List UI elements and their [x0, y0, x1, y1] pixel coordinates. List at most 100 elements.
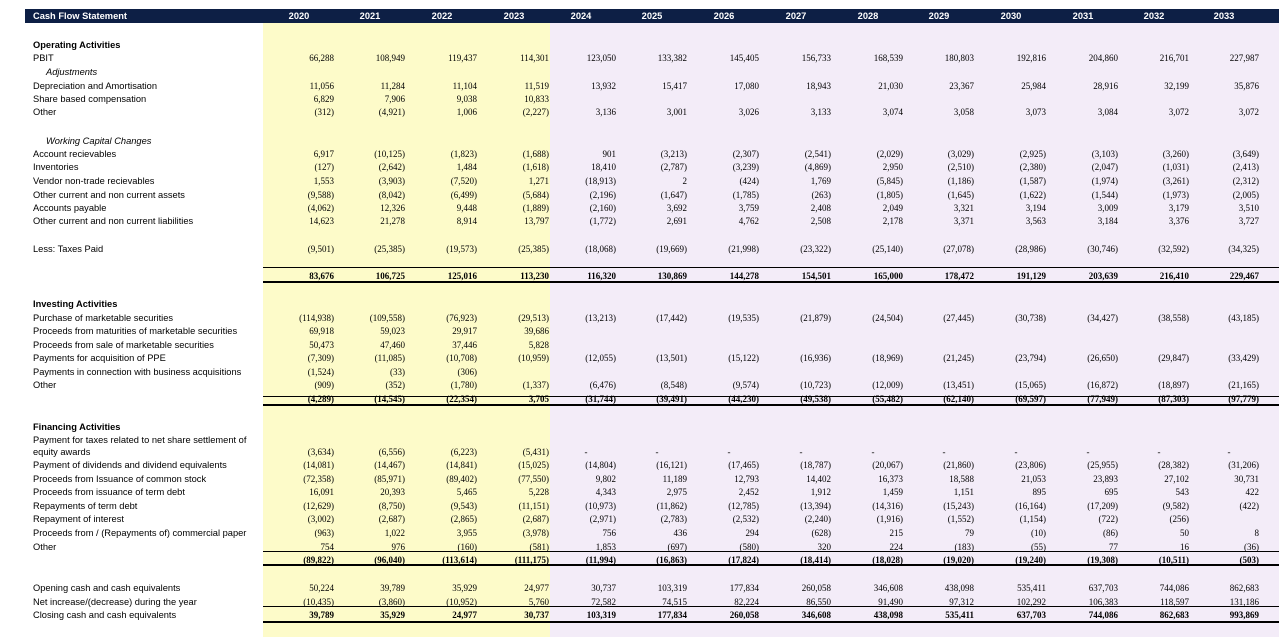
value-cell: (109,558) [369, 313, 405, 323]
rule-line [263, 564, 1279, 566]
value-cell: 695 [1104, 487, 1119, 497]
value-cell: (34,325) [1228, 244, 1259, 254]
value-cell: (17,824) [728, 555, 759, 565]
value-cell: (87,303) [1158, 394, 1189, 404]
value-cell: (963) [314, 528, 335, 538]
value-cell: (2,783) [660, 514, 687, 524]
value-cell: 215 [889, 528, 904, 538]
year-header: 2024 [570, 11, 592, 21]
value-cell: 35,929 [452, 583, 477, 593]
value-cell: 637,703 [1016, 610, 1046, 620]
value-cell: (86) [1103, 528, 1118, 538]
value-cell: - [1157, 447, 1161, 457]
value-cell: (23,322) [800, 244, 831, 254]
value-cell: (2,642) [378, 162, 405, 172]
value-cell: 69,918 [309, 326, 334, 336]
value-cell: 24,977 [452, 610, 477, 620]
value-cell: 2,049 [882, 203, 903, 213]
value-cell: 145,405 [729, 53, 759, 63]
value-cell: (1,552) [947, 514, 974, 524]
value-cell: 3,563 [1025, 216, 1046, 226]
value-cell: (29,847) [1158, 353, 1189, 363]
value-cell: 16 [1180, 542, 1189, 552]
header-bar [25, 9, 1279, 23]
value-cell: (19,535) [728, 313, 759, 323]
value-cell: (14,467) [374, 460, 405, 470]
value-cell: (1,974) [1091, 176, 1118, 186]
row-label: Payment of dividends and dividend equiva… [33, 460, 227, 470]
year-header: 2032 [1143, 11, 1165, 21]
value-cell: (12,785) [728, 501, 759, 511]
value-cell: (3,002) [307, 514, 334, 524]
value-cell: (1,780) [450, 380, 477, 390]
value-cell: 1,912 [810, 487, 831, 497]
value-cell: 5,228 [528, 487, 549, 497]
row-label: Proceeds from maturities of marketable s… [33, 326, 238, 336]
value-cell: (256) [1169, 514, 1190, 524]
value-cell: (26,650) [1087, 353, 1118, 363]
value-cell: 3,321 [953, 203, 974, 213]
value-cell: 14,402 [806, 474, 831, 484]
value-cell: 8,914 [456, 216, 477, 226]
year-header: 2023 [503, 11, 525, 21]
value-cell: (111,175) [514, 555, 549, 565]
row-label: Payment for taxes related to net share s… [33, 435, 247, 445]
row-label: equity awards [33, 447, 91, 457]
rule-line [263, 404, 1279, 406]
value-cell: 11,104 [452, 81, 477, 91]
value-cell: 47,460 [380, 340, 405, 350]
value-cell: (312) [314, 107, 335, 117]
value-cell: 1,022 [384, 528, 405, 538]
value-cell: (3,239) [732, 162, 759, 172]
value-cell: (5,684) [522, 190, 549, 200]
value-cell: 4,762 [738, 216, 759, 226]
value-cell: 4,343 [595, 487, 616, 497]
value-cell: (39,491) [656, 394, 687, 404]
value-cell: 130,869 [657, 271, 687, 281]
row-label: Other [33, 380, 57, 390]
value-cell: 165,000 [873, 271, 903, 281]
value-cell: 21,053 [1021, 474, 1046, 484]
row-label: Other [33, 107, 57, 117]
value-cell: (2,532) [732, 514, 759, 524]
value-cell: 3,510 [1238, 203, 1259, 213]
value-cell: (27,445) [943, 313, 974, 323]
value-cell: (25,140) [872, 244, 903, 254]
value-cell: (23,794) [1015, 353, 1046, 363]
value-cell: 744,086 [1159, 583, 1189, 593]
value-cell: - [655, 447, 659, 457]
value-cell: (19,240) [1015, 555, 1046, 565]
value-cell: 1,459 [882, 487, 903, 497]
value-cell: (11,085) [374, 353, 405, 363]
value-cell: - [584, 447, 588, 457]
row-label: Repayment of interest [33, 514, 124, 524]
row-label: Proceeds from Issuance of common stock [33, 474, 207, 484]
value-cell: 543 [1175, 487, 1190, 497]
value-cell: 976 [391, 542, 406, 552]
value-cell: 13,932 [591, 81, 616, 91]
value-cell: 106,725 [375, 271, 405, 281]
value-cell: (15,065) [1015, 380, 1046, 390]
rule-line [263, 396, 1279, 397]
value-cell: 1,553 [313, 176, 334, 186]
year-header: 2020 [288, 11, 310, 21]
value-cell: (2,227) [522, 107, 549, 117]
value-cell: 3,001 [666, 107, 687, 117]
value-cell: (22,354) [446, 394, 477, 404]
value-cell: 320 [817, 542, 832, 552]
rule-line [263, 621, 1279, 623]
rule-line [263, 281, 1279, 283]
value-cell: (6,556) [378, 447, 405, 457]
value-cell: (2,307) [732, 149, 759, 159]
value-cell: 3,073 [1025, 107, 1046, 117]
value-cell: (2,380) [1019, 162, 1046, 172]
value-cell: (1,186) [947, 176, 974, 186]
value-cell: (14,545) [374, 394, 405, 404]
value-cell: 23,367 [949, 81, 974, 91]
value-cell: (34,427) [1087, 313, 1118, 323]
value-cell: - [1227, 447, 1231, 457]
value-cell: (1,772) [589, 216, 616, 226]
value-cell: (11,994) [585, 555, 616, 565]
value-cell: (2,510) [947, 162, 974, 172]
value-cell: (7,309) [307, 353, 334, 363]
